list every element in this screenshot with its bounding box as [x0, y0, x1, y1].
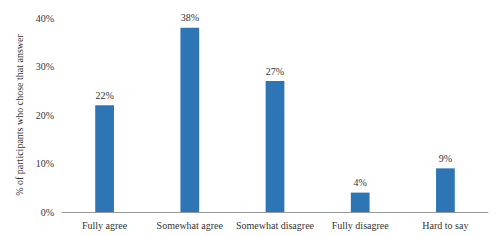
- svg-text:9%: 9%: [439, 153, 452, 164]
- svg-text:Somewhat agree: Somewhat agree: [157, 220, 224, 231]
- svg-text:0%: 0%: [41, 207, 54, 218]
- svg-text:40%: 40%: [36, 13, 54, 24]
- svg-text:Fully agree: Fully agree: [82, 220, 128, 231]
- svg-text:Fully disagree: Fully disagree: [332, 220, 389, 231]
- svg-text:10%: 10%: [36, 158, 54, 169]
- svg-text:% of participants who chose th: % of participants who chose that answer: [14, 34, 25, 196]
- svg-text:20%: 20%: [36, 110, 54, 121]
- svg-text:27%: 27%: [266, 66, 284, 77]
- svg-text:Hard to say: Hard to say: [422, 220, 468, 231]
- svg-text:22%: 22%: [95, 90, 113, 101]
- svg-text:38%: 38%: [181, 12, 199, 23]
- svg-text:Somewhat disagree: Somewhat disagree: [236, 220, 315, 231]
- svg-text:4%: 4%: [354, 177, 367, 188]
- svg-text:30%: 30%: [36, 61, 54, 72]
